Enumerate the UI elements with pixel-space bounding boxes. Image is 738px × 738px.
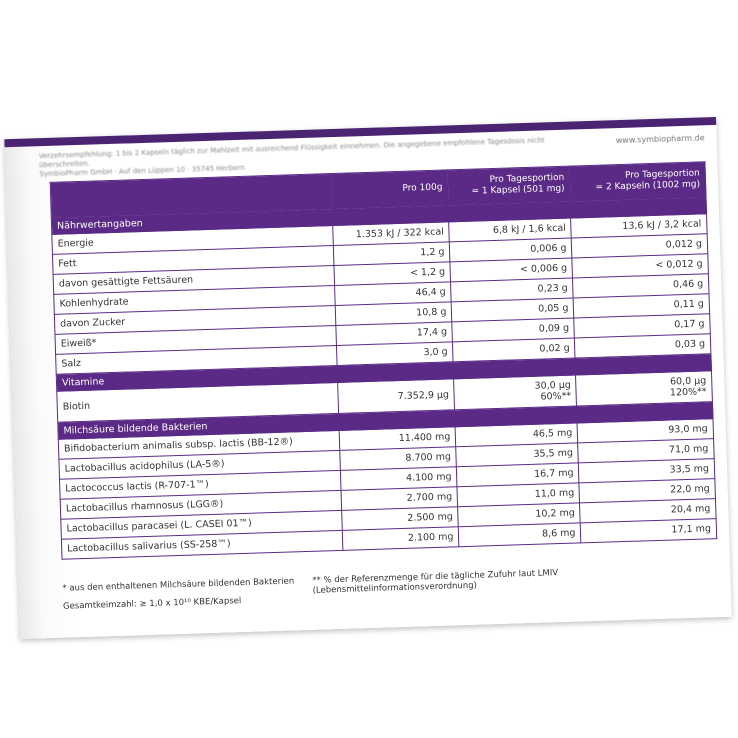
website: www.symbiopharm.de <box>615 133 705 146</box>
footnote: * aus den enthaltenen Milchsäure bildend… <box>62 576 295 594</box>
header-cell: Pro Tagesportion = 1 Kapsel (501 mg) <box>447 166 571 205</box>
cell-line: = 1 Kapsel (501 mg) <box>471 183 565 197</box>
footnote: ** % der Referenzmenge für die tägliche … <box>312 568 559 596</box>
value-cell: 7.352,9 µg <box>337 378 455 414</box>
nutrition-table: Pro 100g Pro Tagesportion = 1 Kapsel (501 … <box>50 161 718 560</box>
value-cell: 30,0 µg 60%** <box>453 374 577 410</box>
header-cell: Pro 100g <box>331 169 449 209</box>
cell-line: 60%** <box>540 390 572 403</box>
header-cell: Pro Tagesportion = 2 Kapseln (1002 mg) <box>569 161 706 202</box>
product-box: Verzehrsempfehlung: 1 bis 2 Kapseln tägl… <box>4 116 732 640</box>
total-count: Gesamtkeimzahl: ≥ 1,0 x 10¹⁰ KBE/Kapsel <box>62 596 242 612</box>
footnotes: * aus den enthaltenen Milchsäure bildend… <box>62 563 718 612</box>
value-cell: 2.100 mg <box>342 526 460 551</box>
value-cell: 8,6 mg <box>458 522 582 547</box>
value-cell: 60,0 µg 120%** <box>575 370 713 406</box>
value-cell: 17,1 mg <box>580 518 717 543</box>
